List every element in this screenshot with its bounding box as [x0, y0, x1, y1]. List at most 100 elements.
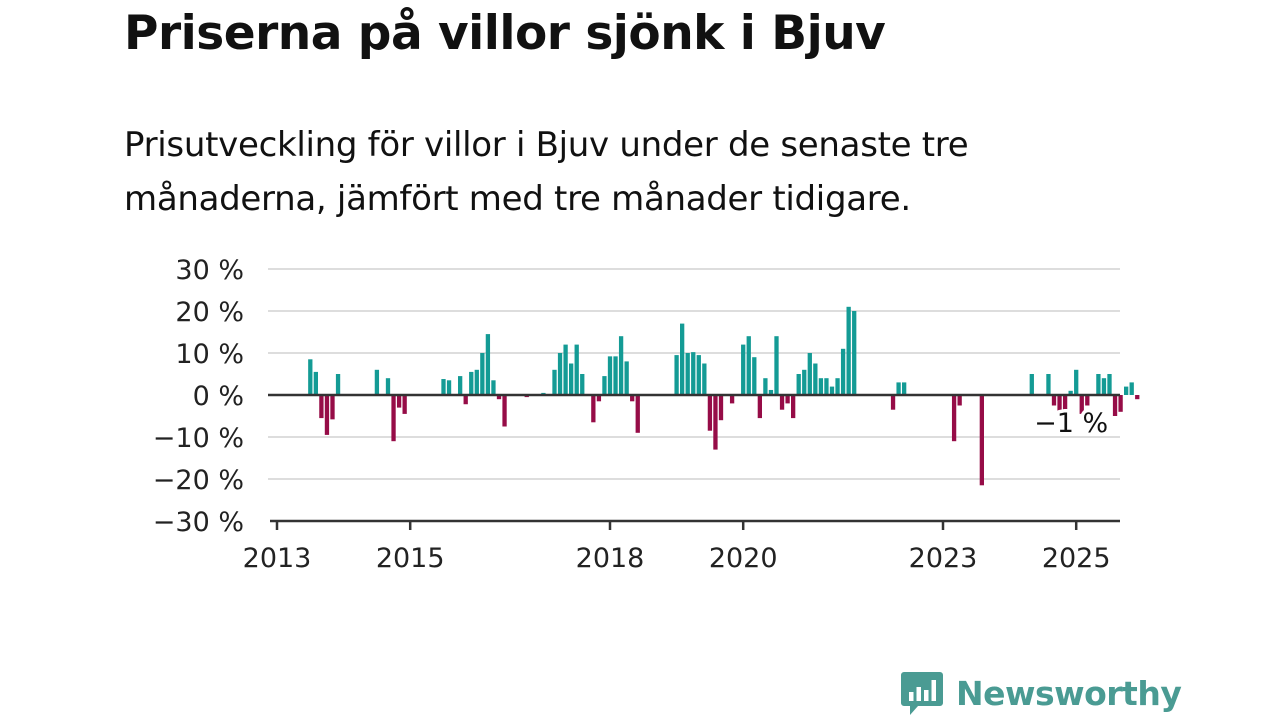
bar — [441, 379, 446, 395]
bar — [813, 363, 818, 395]
x-tick-label: 2018 — [576, 543, 645, 574]
bar — [807, 353, 812, 395]
annotation: −1 % — [1031, 405, 1112, 443]
bar — [752, 357, 757, 395]
bar — [596, 395, 602, 402]
bar — [1118, 395, 1123, 412]
y-tick-label: 10 % — [175, 339, 244, 370]
bar — [607, 356, 613, 395]
bar — [763, 378, 768, 395]
bar — [1096, 374, 1101, 395]
y-tick-label: −10 % — [153, 423, 244, 454]
bar — [580, 374, 585, 395]
bar — [768, 389, 774, 395]
bar — [335, 374, 341, 395]
bar — [702, 363, 707, 395]
bar — [557, 353, 563, 395]
bar — [1079, 395, 1084, 414]
bar — [330, 395, 335, 420]
bar — [1062, 395, 1068, 412]
bar — [502, 395, 507, 427]
chart-title: Priserna på villor sjönk i Bjuv — [124, 6, 886, 61]
bar — [319, 395, 324, 419]
bar — [674, 355, 679, 395]
bar — [602, 376, 607, 395]
bar — [1051, 395, 1057, 406]
bar — [446, 380, 452, 395]
bar — [391, 395, 396, 442]
bar — [1046, 374, 1051, 395]
bar — [591, 395, 596, 423]
x-tick-label: 2015 — [376, 543, 445, 574]
bar — [1074, 369, 1079, 395]
bar — [574, 344, 579, 395]
bar — [741, 344, 746, 395]
bar — [618, 336, 624, 395]
bar — [630, 395, 635, 402]
bar — [890, 395, 896, 410]
bar — [746, 336, 751, 395]
bar — [818, 378, 824, 395]
bar — [385, 378, 391, 395]
bar — [829, 386, 835, 395]
y-tick-label: 20 % — [175, 297, 244, 328]
bar — [1068, 390, 1073, 395]
x-axis-ticks: 2013 2015 2018 2020 2023 2025 — [243, 521, 1111, 574]
bar — [491, 380, 496, 395]
bar — [474, 369, 479, 395]
bar — [1101, 378, 1107, 395]
bar — [979, 395, 984, 486]
bar — [802, 369, 807, 395]
bar — [374, 369, 380, 395]
bar — [402, 395, 407, 414]
bar — [624, 361, 629, 395]
brand-name: Newsworthy — [956, 673, 1182, 713]
bar — [396, 395, 402, 408]
bar — [957, 395, 962, 406]
grid-lines — [268, 268, 1120, 480]
bar — [896, 382, 901, 395]
bar — [846, 306, 851, 395]
x-tick-label: 2020 — [709, 543, 778, 574]
bar — [791, 395, 796, 419]
bar — [496, 395, 502, 400]
bar — [324, 395, 330, 435]
bar — [635, 395, 640, 433]
bar — [463, 395, 468, 405]
bar — [691, 352, 696, 395]
bar — [707, 395, 713, 431]
bar — [785, 395, 790, 404]
bar — [569, 363, 574, 395]
x-tick-label: 2025 — [1042, 543, 1111, 574]
bar — [951, 395, 957, 442]
bar — [774, 336, 779, 395]
bar — [796, 374, 801, 395]
x-tick-label: 2023 — [909, 543, 978, 574]
x-tick-label: 2013 — [243, 543, 312, 574]
y-tick-label: −30 % — [153, 507, 244, 538]
bar — [696, 355, 701, 395]
bar — [757, 395, 762, 419]
chart-subtitle: Prisutveckling för villor i Bjuv under d… — [124, 125, 969, 219]
y-tick-label: 30 % — [175, 255, 244, 286]
bar — [1107, 374, 1112, 395]
bar — [480, 353, 485, 395]
bar-chart-bubble-icon — [901, 672, 943, 715]
bar — [824, 378, 829, 395]
last-value-label: −1 % — [1034, 408, 1108, 439]
y-tick-label: 0 % — [193, 381, 244, 412]
bar — [1057, 395, 1062, 419]
bar — [779, 395, 785, 410]
bar — [458, 376, 463, 395]
bar — [485, 334, 491, 395]
bar — [840, 348, 846, 395]
bar — [308, 359, 313, 395]
y-axis-tick-labels: 30 % 20 % 10 % 0 % −10 % −20 % −30 % — [153, 255, 244, 538]
bar — [1129, 382, 1134, 395]
bar — [613, 356, 618, 395]
bar — [1112, 395, 1118, 416]
bar — [552, 369, 557, 395]
bar — [313, 371, 318, 395]
bar — [835, 378, 840, 395]
bar — [713, 395, 718, 450]
